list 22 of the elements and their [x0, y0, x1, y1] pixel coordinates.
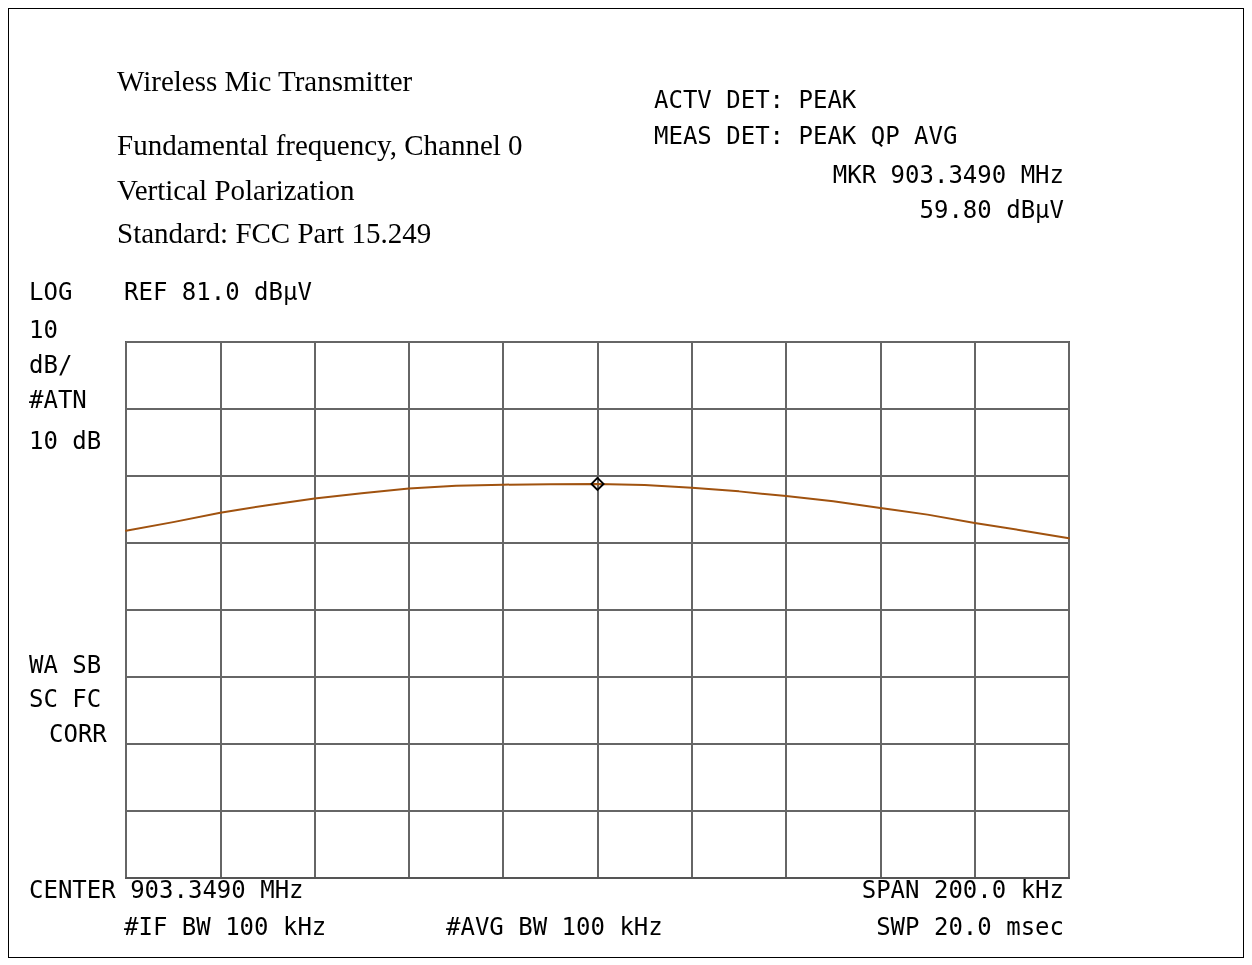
text: SC FC [29, 685, 102, 713]
text: dB/ [29, 351, 73, 379]
text: LOG [29, 278, 73, 306]
text: CORR [49, 720, 108, 748]
text: #ATN [29, 386, 87, 414]
text: #IF BW 100 kHz [124, 913, 327, 941]
text: REF 81.0 dBµV [124, 278, 312, 306]
text: ACTV DET: PEAK [654, 86, 857, 114]
text: 59.80 dBµV [919, 196, 1064, 224]
text: Fundamental frequency, Channel 0 [117, 128, 523, 161]
text: 10 [29, 316, 58, 344]
text: #AVG BW 100 kHz [446, 913, 663, 941]
text: Vertical Polarization [117, 173, 356, 206]
chart-title: Wireless Mic Transmitter [117, 64, 413, 97]
text: 10 dB [29, 427, 102, 455]
annotation: SPAN 200.0 kHz [861, 876, 1064, 904]
annotation: CENTER 903.3490 MHz [29, 876, 304, 904]
text: Standard: FCC Part 15.249 [117, 216, 432, 249]
text: SWP 20.0 msec [876, 913, 1064, 941]
text: MEAS DET: PEAK QP AVG [654, 122, 958, 150]
text: MKR 903.3490 MHz [832, 161, 1064, 189]
text: WA SB [29, 651, 102, 679]
